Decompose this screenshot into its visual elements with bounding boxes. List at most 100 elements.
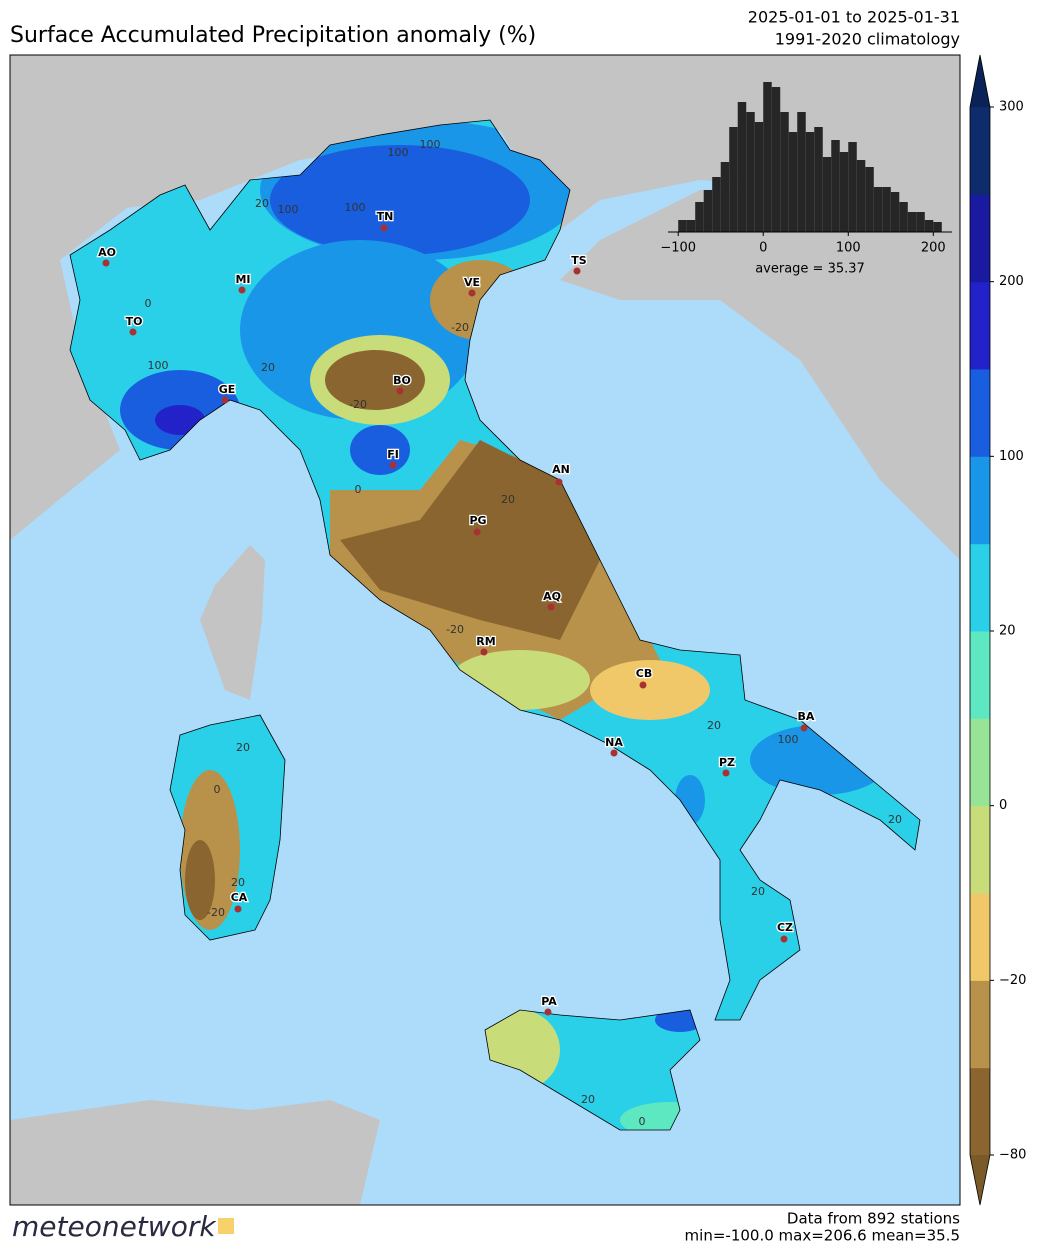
contour-label: -20 [207, 906, 225, 919]
colorbar-tick-label: 200 [999, 274, 1024, 289]
contour-label: 20 [236, 741, 250, 754]
histogram-bar [882, 187, 891, 232]
colorbar-band [970, 369, 990, 457]
histogram-bar [907, 212, 917, 232]
histogram-bar [831, 140, 840, 232]
histogram-bar [788, 132, 798, 232]
colorbar-band [970, 281, 990, 370]
city-label: RM [476, 635, 495, 648]
map [10, 55, 960, 1205]
city-label: BA [798, 710, 815, 723]
contour-label: 20 [751, 885, 765, 898]
histogram-bar [720, 162, 730, 232]
city-label: AO [98, 246, 116, 259]
city-label: MI [235, 273, 250, 286]
contour-label: 20 [255, 197, 269, 210]
colorbar-band [970, 893, 990, 981]
stats-note: min=-100.0 max=206.6 mean=35.5 [685, 1227, 960, 1245]
land-north [10, 55, 960, 230]
city-label: FI [387, 448, 399, 461]
histogram-bar [703, 190, 713, 232]
contour-label: 100 [388, 146, 409, 159]
histogram-bar [805, 132, 815, 232]
histogram-bar [737, 102, 747, 232]
histogram-bar [729, 127, 738, 232]
histogram-bar [856, 160, 866, 232]
colorbar-band [970, 194, 990, 283]
contour-label: 20 [581, 1093, 595, 1106]
colorbar-band [970, 805, 990, 894]
contour-label: 20 [261, 361, 275, 374]
contour-labels: 100 100 100 100 100 20 0 20 -20 -20 20 0… [145, 138, 903, 1128]
contour-label: 100 [420, 138, 441, 151]
histogram-bar [712, 177, 721, 232]
contour-label: -20 [349, 398, 367, 411]
histogram-tick-label: 0 [759, 241, 767, 256]
histogram-bar [763, 82, 772, 232]
histogram-bar [933, 222, 942, 232]
contour-label: 0 [214, 783, 221, 796]
colorbar-tick-label: 300 [999, 100, 1024, 115]
title: Surface Accumulated Precipitation anomal… [10, 23, 536, 48]
contour-label: -20 [451, 321, 469, 334]
city-labels: AO TO MI GE TN VE TS BO FI AN PG AQ RM C… [97, 209, 816, 1010]
histogram-bar [695, 202, 704, 232]
histogram-bar [848, 142, 857, 232]
histogram-bar [771, 87, 781, 232]
colorbar-tick-label: 0 [999, 798, 1007, 813]
histogram-bar [780, 112, 789, 232]
city-label: PG [469, 514, 486, 527]
contour-label: 100 [148, 359, 169, 372]
histogram-annotation: average = 35.37 [755, 262, 865, 277]
histogram-bar [873, 187, 883, 232]
colorbar-tick-label: 20 [999, 624, 1016, 639]
colorbar-band [970, 543, 990, 632]
city-label: BO [393, 374, 411, 387]
contour-label: 20 [501, 493, 515, 506]
colorbar-band [970, 980, 990, 1069]
contour-label: 0 [639, 1115, 646, 1128]
city-label: CZ [777, 921, 793, 934]
colorbar-band [970, 631, 990, 719]
contour-label: 100 [345, 201, 366, 214]
colorbar-tick-label: −80 [999, 1148, 1026, 1163]
histogram-bar [916, 212, 925, 232]
city-label: VE [464, 276, 480, 289]
contour-label: 0 [145, 297, 152, 310]
contour-label: -20 [446, 623, 464, 636]
land-africa [10, 1100, 380, 1205]
city-label: PZ [719, 756, 735, 769]
histogram-bar [924, 220, 934, 232]
histogram-bar [839, 152, 849, 232]
colorbar-under [970, 1155, 990, 1205]
city-label: TO [126, 315, 143, 328]
contour-label: 20 [231, 876, 245, 889]
period: 2025-01-01 to 2025-01-31 [748, 8, 960, 27]
city-label: PA [541, 995, 557, 1008]
colorbar-tick-label: −20 [999, 973, 1026, 988]
city-label: AQ [543, 590, 561, 603]
histogram-tick-label: −100 [660, 241, 696, 256]
histogram-bar [746, 112, 755, 232]
contour-label: 100 [778, 733, 799, 746]
colorbar-band [970, 456, 990, 545]
histogram-bar [890, 192, 900, 232]
corsica [200, 545, 265, 700]
histogram-bar [686, 220, 696, 232]
histogram-bar [814, 127, 823, 232]
climatology: 1991-2020 climatology [775, 30, 960, 49]
contour-label: 20 [707, 719, 721, 732]
city-label: TS [571, 254, 587, 267]
city-label: NA [605, 736, 623, 749]
city-label: CA [231, 891, 248, 904]
city-label: GE [219, 383, 236, 396]
city-dots [102, 224, 808, 1016]
histogram-bar [797, 112, 806, 232]
contour-label: 20 [888, 813, 902, 826]
colorbar-band [970, 107, 990, 195]
histogram-tick-label: 100 [836, 241, 861, 256]
colorbar-band [970, 1067, 990, 1156]
histogram-bar [865, 167, 874, 232]
